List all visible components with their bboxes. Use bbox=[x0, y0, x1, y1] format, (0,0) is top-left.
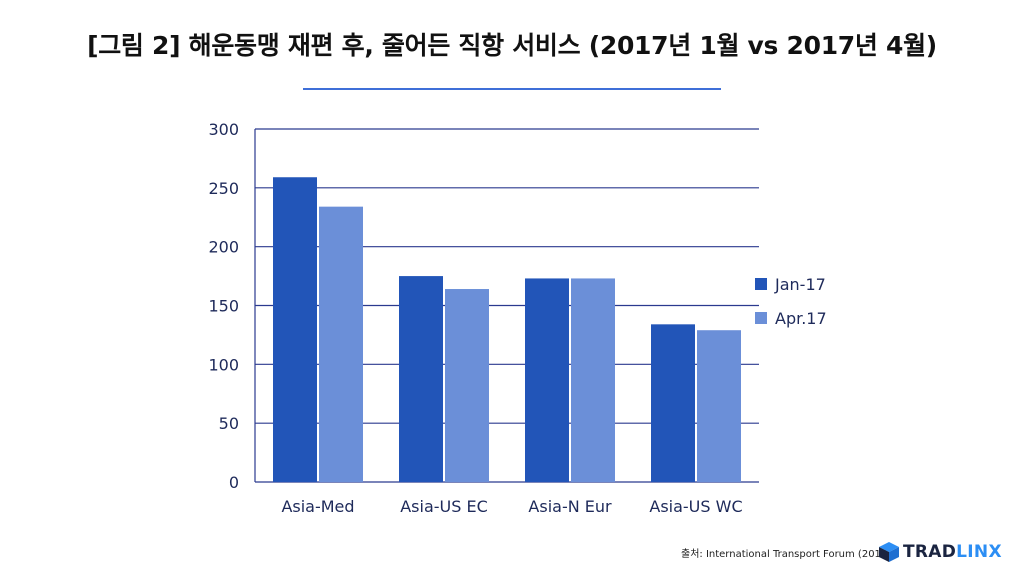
legend-label: Jan-17 bbox=[774, 275, 826, 294]
legend-swatch bbox=[755, 312, 767, 324]
bar-apr-17 bbox=[697, 330, 741, 482]
y-tick-label: 250 bbox=[208, 179, 239, 198]
x-category-label: Asia-Med bbox=[281, 497, 354, 516]
x-category-label: Asia-US WC bbox=[649, 497, 742, 516]
brand-name-part1: TRAD bbox=[903, 542, 957, 562]
brand-name: TRADLINX bbox=[903, 542, 1002, 562]
y-tick-label: 50 bbox=[219, 414, 239, 433]
legend-swatch bbox=[755, 278, 767, 290]
bar-apr-17 bbox=[319, 206, 363, 482]
bar-jan-17 bbox=[399, 276, 443, 482]
bar-apr-17 bbox=[445, 289, 489, 482]
brand-logo: TRADLINX bbox=[878, 541, 1002, 563]
y-tick-label: 150 bbox=[208, 297, 239, 316]
bar-apr-17 bbox=[571, 278, 615, 482]
title-underline bbox=[303, 88, 721, 90]
x-category-label: Asia-US EC bbox=[400, 497, 488, 516]
cube-logo-icon bbox=[879, 542, 899, 562]
source-note: 출처: International Transport Forum (2018 bbox=[681, 549, 888, 560]
x-category-label: Asia-N Eur bbox=[528, 497, 612, 516]
y-tick-label: 0 bbox=[229, 473, 239, 492]
legend-label: Apr.17 bbox=[775, 309, 827, 328]
page-title: [그림 2] 해운동맹 재편 후, 줄어든 직항 서비스 (2017년 1월 v… bbox=[87, 31, 937, 60]
y-tick-label: 200 bbox=[208, 238, 239, 257]
y-tick-label: 300 bbox=[208, 120, 239, 139]
y-tick-label: 100 bbox=[208, 355, 239, 374]
brand-name-part2: LINX bbox=[956, 542, 1002, 562]
bar-jan-17 bbox=[651, 324, 695, 482]
bar-jan-17 bbox=[525, 278, 569, 482]
bar-jan-17 bbox=[273, 177, 317, 482]
